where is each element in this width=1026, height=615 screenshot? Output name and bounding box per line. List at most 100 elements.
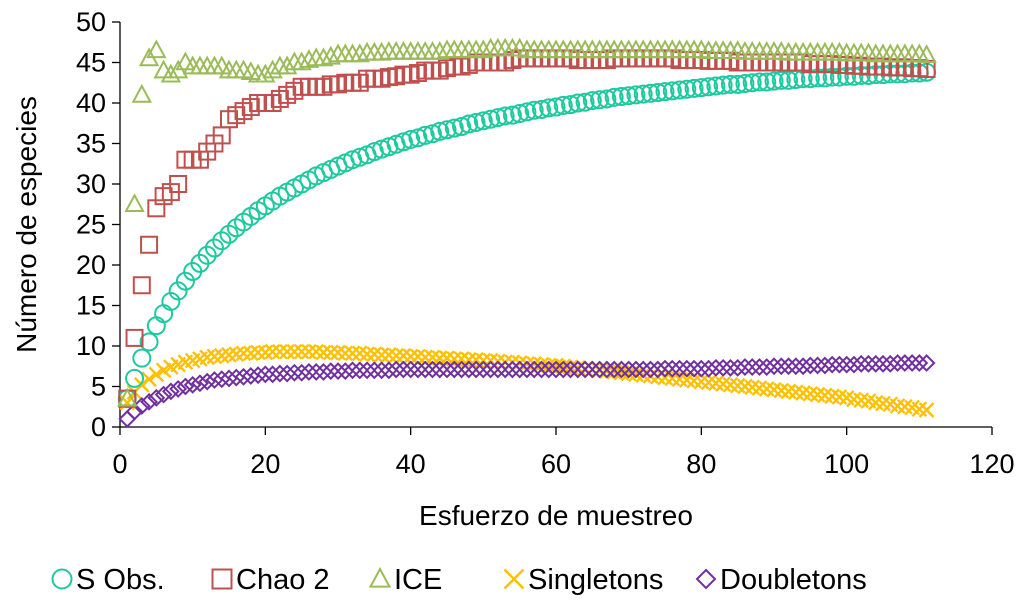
data-point-doubletons xyxy=(750,358,769,376)
data-point-doubletons xyxy=(641,360,660,379)
data-point-chao-2 xyxy=(132,276,151,295)
data-point-doubletons xyxy=(605,360,624,379)
data-point-singletons xyxy=(301,343,317,360)
data-point-doubletons xyxy=(372,361,391,380)
data-point-doubletons xyxy=(394,360,413,379)
data-point-doubletons xyxy=(772,357,791,376)
legend-label: S Obs. xyxy=(76,564,165,596)
data-point-doubletons xyxy=(125,402,144,421)
data-point-doubletons xyxy=(576,360,594,379)
data-point-s-obs xyxy=(524,100,544,120)
data-point-doubletons xyxy=(888,354,907,372)
data-point-doubletons xyxy=(597,360,616,379)
data-point-doubletons xyxy=(743,358,762,376)
data-point-singletons xyxy=(540,357,557,374)
data-point-s-obs xyxy=(437,120,457,140)
data-point-doubletons xyxy=(154,385,173,404)
data-point-ice xyxy=(146,39,167,59)
data-point-doubletons xyxy=(699,359,718,378)
data-point-singletons xyxy=(250,344,266,361)
data-point-doubletons xyxy=(140,392,158,411)
data-point-ice xyxy=(916,44,937,64)
series-ice xyxy=(117,37,937,407)
data-point-chao-2 xyxy=(169,175,188,193)
legend-marker-x xyxy=(503,568,525,590)
data-point-doubletons xyxy=(910,354,929,372)
data-point-doubletons xyxy=(169,380,188,398)
data-point-s-obs xyxy=(757,72,777,92)
data-point-doubletons xyxy=(648,360,667,379)
data-point-s-obs xyxy=(415,125,435,145)
data-point-s-obs xyxy=(611,87,631,107)
data-point-doubletons xyxy=(721,358,740,377)
data-point-ice xyxy=(255,63,276,83)
data-point-s-obs xyxy=(517,102,537,122)
data-point-doubletons xyxy=(358,361,376,380)
data-point-s-obs xyxy=(640,83,660,103)
y-tick-label: 40 xyxy=(76,88,106,118)
data-point-doubletons xyxy=(859,354,878,373)
data-point-s-obs xyxy=(561,95,581,115)
data-point-s-obs xyxy=(502,105,522,125)
y-tick-label: 45 xyxy=(76,48,106,78)
data-point-s-obs xyxy=(473,111,493,131)
data-point-s-obs xyxy=(568,93,588,113)
data-point-doubletons xyxy=(496,360,515,379)
data-point-doubletons xyxy=(736,358,754,376)
data-point-doubletons xyxy=(409,360,427,379)
axes: 0 5 10 15 20 25 30 35 40 45 50 0 20 40 60 80 100 120 Esfue… xyxy=(11,7,1015,531)
data-point-s-obs xyxy=(553,95,573,115)
data-point-s-obs xyxy=(444,118,464,138)
data-point-s-obs xyxy=(146,316,166,336)
data-point-s-obs xyxy=(495,106,515,126)
data-point-s-obs xyxy=(655,82,675,102)
data-point-s-obs xyxy=(749,72,769,92)
data-point-singletons xyxy=(286,343,303,360)
data-point-s-obs xyxy=(604,87,624,107)
data-point-s-obs xyxy=(481,109,501,129)
data-point-singletons xyxy=(264,343,281,360)
legend-marker-circle xyxy=(51,568,73,590)
data-point-doubletons xyxy=(350,361,369,380)
data-point-doubletons xyxy=(387,360,406,379)
data-point-s-obs xyxy=(139,332,159,352)
data-point-doubletons xyxy=(227,368,246,387)
data-point-doubletons xyxy=(823,355,842,374)
data-point-ice xyxy=(429,40,450,60)
data-point-doubletons xyxy=(212,370,231,389)
data-point-doubletons xyxy=(539,360,558,379)
data-point-ice xyxy=(124,193,145,213)
x-tick-label: 80 xyxy=(686,449,716,479)
data-point-doubletons xyxy=(314,363,333,381)
data-point-s-obs xyxy=(510,104,530,124)
y-tick-label: 10 xyxy=(76,331,106,361)
data-point-s-obs xyxy=(720,74,740,94)
data-point-doubletons xyxy=(525,360,544,379)
data-point-s-obs xyxy=(764,71,784,91)
data-point-s-obs xyxy=(626,85,646,105)
data-point-doubletons xyxy=(706,358,725,377)
x-tick-label: 120 xyxy=(969,449,1014,479)
data-point-doubletons xyxy=(917,354,936,372)
data-point-s-obs xyxy=(168,281,188,301)
data-point-doubletons xyxy=(183,375,202,394)
data-point-doubletons xyxy=(307,363,326,381)
data-point-doubletons xyxy=(794,357,812,376)
data-point-doubletons xyxy=(118,409,137,428)
data-point-doubletons xyxy=(815,356,834,375)
data-point-doubletons xyxy=(176,377,195,396)
data-point-doubletons xyxy=(510,360,529,379)
data-point-ice xyxy=(298,49,320,68)
data-point-doubletons xyxy=(852,354,871,373)
data-point-ice xyxy=(320,45,341,65)
data-point-s-obs xyxy=(670,80,690,100)
data-point-doubletons xyxy=(583,360,602,379)
data-point-s-obs xyxy=(212,231,232,251)
legend-item-singletons: Singletons xyxy=(503,564,663,596)
data-point-doubletons xyxy=(518,360,536,379)
data-point-doubletons xyxy=(191,374,209,393)
data-point-doubletons xyxy=(685,359,703,378)
data-point-doubletons xyxy=(132,397,151,415)
data-point-singletons xyxy=(337,345,354,362)
data-point-doubletons xyxy=(292,363,311,382)
